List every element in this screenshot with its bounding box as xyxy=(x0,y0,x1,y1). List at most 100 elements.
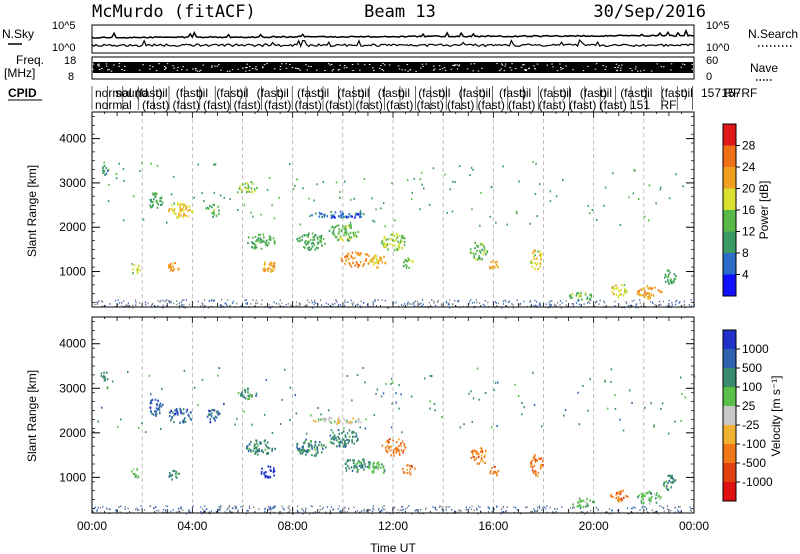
data-cell xyxy=(258,448,260,451)
colorbar-tick-label: 24 xyxy=(742,160,756,174)
data-cell xyxy=(587,504,589,507)
noise-cell xyxy=(344,506,346,509)
data-cell xyxy=(105,167,107,170)
noise-cell xyxy=(639,509,641,511)
data-cell xyxy=(381,444,384,447)
data-cell xyxy=(643,501,645,505)
data-cell xyxy=(317,418,320,421)
noise-cell xyxy=(372,507,374,510)
data-cell xyxy=(346,421,349,424)
noise-cell xyxy=(506,506,508,508)
data-cell xyxy=(168,415,171,418)
noise-cell xyxy=(256,302,258,305)
data-cell xyxy=(534,254,536,257)
data-cell xyxy=(158,406,161,409)
noise-cell xyxy=(666,508,668,511)
data-cell xyxy=(682,185,684,188)
data-cell xyxy=(636,290,639,293)
data-cell xyxy=(473,449,476,452)
data-cell xyxy=(472,451,474,454)
data-cell xyxy=(401,440,404,443)
noise-cell xyxy=(635,305,637,307)
data-cell xyxy=(595,218,598,221)
data-cell xyxy=(316,449,319,452)
data-cell xyxy=(365,418,367,421)
data-cell xyxy=(620,284,623,287)
data-cell xyxy=(533,458,536,461)
noise-cell xyxy=(421,305,423,307)
data-cell xyxy=(582,505,585,509)
noise-cell xyxy=(365,510,367,512)
data-cell xyxy=(650,402,652,405)
data-cell xyxy=(396,234,399,237)
data-cell xyxy=(299,239,301,243)
data-cell xyxy=(240,393,242,396)
data-cell xyxy=(590,293,592,296)
data-cell xyxy=(355,235,358,238)
data-cell xyxy=(159,197,161,200)
data-cell xyxy=(360,215,362,218)
data-cell xyxy=(138,264,140,267)
colorbar-block xyxy=(723,425,736,444)
noise-cell xyxy=(322,507,324,509)
data-cell xyxy=(668,479,670,482)
data-cell xyxy=(250,440,252,443)
data-cell xyxy=(357,468,360,471)
noise-cell xyxy=(213,299,215,302)
data-cell xyxy=(103,379,106,382)
data-cell xyxy=(658,494,660,497)
data-cell xyxy=(255,446,258,449)
data-cell xyxy=(680,420,682,423)
data-cell xyxy=(391,402,393,405)
data-cell xyxy=(626,291,628,294)
noise-cell xyxy=(144,301,147,304)
data-cell xyxy=(180,208,182,212)
noise-cell xyxy=(536,300,538,303)
data-cell xyxy=(307,242,309,245)
noise-cell xyxy=(182,509,184,512)
noise-cell xyxy=(331,303,333,305)
data-cell xyxy=(536,257,538,260)
data-cell xyxy=(532,255,535,258)
data-cell xyxy=(207,414,210,417)
data-cell xyxy=(641,493,644,496)
data-cell xyxy=(537,471,540,474)
data-cell xyxy=(135,268,138,271)
data-cell xyxy=(184,214,187,217)
noise-cell xyxy=(268,508,270,511)
noise-cell xyxy=(319,509,321,511)
data-cell xyxy=(533,249,536,252)
data-cell xyxy=(469,248,472,251)
data-cell xyxy=(264,242,267,245)
data-cell xyxy=(260,442,263,445)
data-cell xyxy=(102,166,104,169)
data-cell xyxy=(350,226,352,229)
data-cell xyxy=(150,206,152,209)
noise-cell xyxy=(325,302,327,305)
noise-cell xyxy=(311,301,313,304)
data-cell xyxy=(337,435,339,438)
data-cell xyxy=(671,474,673,477)
data-cell xyxy=(362,367,364,369)
noise-cell xyxy=(250,303,252,305)
data-cell xyxy=(308,232,310,235)
data-cell xyxy=(593,501,595,504)
noise-cell xyxy=(160,299,162,302)
data-cell xyxy=(214,415,217,418)
data-cell xyxy=(351,399,353,402)
data-cell xyxy=(362,264,364,267)
data-cell xyxy=(569,294,572,297)
cpid-row1-label: oil xyxy=(681,86,693,100)
cpid-row1-label: (fast) xyxy=(661,86,688,100)
data-cell xyxy=(212,203,214,206)
data-cell xyxy=(368,254,370,258)
cpid-row1-label: (fast) xyxy=(539,86,566,100)
data-cell xyxy=(532,161,534,163)
data-cell xyxy=(104,375,106,379)
noise-cell xyxy=(188,510,190,512)
data-cell xyxy=(131,263,134,266)
data-cell xyxy=(253,242,255,245)
noise-cell xyxy=(224,302,226,305)
noise-cell xyxy=(229,509,231,512)
